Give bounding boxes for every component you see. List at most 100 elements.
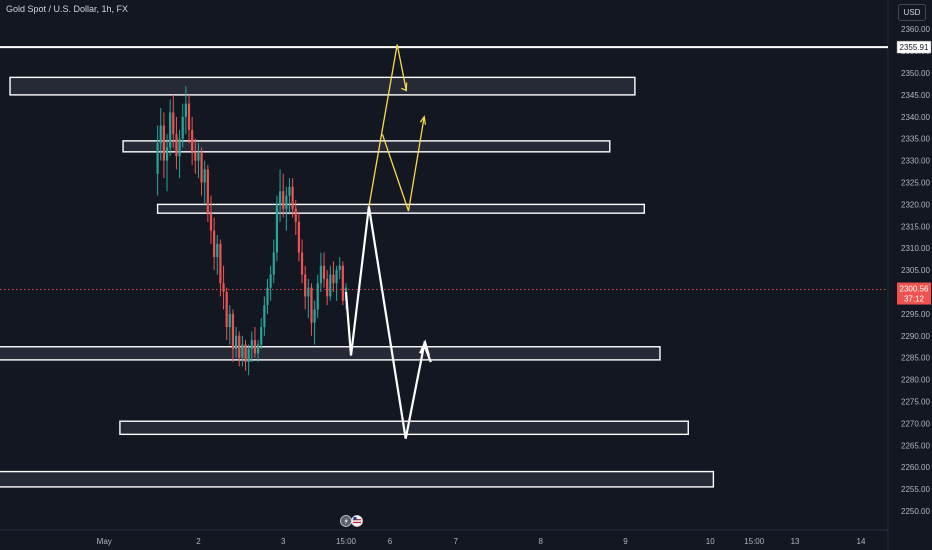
x-tick-label: May — [97, 537, 112, 546]
candle-body — [319, 265, 322, 284]
candle-body — [169, 112, 172, 148]
zone-rectangle — [0, 470, 715, 488]
candle-body — [178, 138, 181, 157]
candle-body — [300, 252, 304, 275]
y-tick-label: 2255.00 — [901, 485, 930, 494]
candle-body — [266, 287, 269, 306]
candle-body — [326, 278, 329, 297]
candle-body — [219, 243, 222, 284]
candle-body — [235, 335, 238, 349]
candle-body — [288, 186, 291, 196]
projection-path-yellow-b — [381, 116, 425, 212]
candle-body — [156, 143, 159, 174]
candle-body — [316, 283, 319, 310]
us-flag-icon — [351, 515, 363, 527]
y-tick-label: 2270.00 — [901, 419, 930, 428]
candle-body — [322, 265, 326, 279]
y-tick-label: 2285.00 — [901, 354, 930, 363]
candle-body — [294, 208, 297, 222]
candle-body — [209, 213, 213, 231]
current-price-label: 2300.56 — [900, 285, 929, 294]
us-flag-stripe — [353, 521, 361, 524]
y-tick-label: 2250.00 — [901, 507, 930, 516]
currency-button[interactable]: USD — [898, 4, 926, 21]
candle-body — [338, 265, 341, 271]
symbol-title[interactable]: Gold Spot / U.S. Dollar, 1h, FX — [6, 4, 129, 14]
y-tick-label: 2275.00 — [901, 398, 930, 407]
candle-body — [184, 103, 187, 117]
x-tick-label: 15:00 — [336, 537, 357, 546]
candle-body — [250, 340, 253, 349]
candle-body — [247, 348, 250, 363]
x-tick-label: 7 — [454, 537, 459, 546]
candle-body — [329, 274, 332, 297]
y-tick-label: 2335.00 — [901, 135, 930, 144]
arrowhead-yellow-a — [401, 82, 408, 92]
candle-body — [241, 344, 244, 358]
arrowhead-white — [419, 339, 430, 356]
x-tick-label: 9 — [623, 537, 628, 546]
candle-body — [310, 287, 313, 323]
x-tick-label: 15:00 — [744, 537, 765, 546]
candle-body — [291, 186, 294, 209]
y-tick-label: 2265.00 — [901, 441, 930, 450]
y-tick-label: 2320.00 — [901, 200, 930, 209]
current-price-tag — [897, 282, 931, 305]
candle-body — [263, 305, 266, 328]
zone-rectangle — [122, 140, 611, 153]
candle-body — [282, 191, 285, 209]
us-flag-canton — [353, 517, 357, 520]
candle-body — [222, 283, 225, 292]
y-tick-label: 2350.00 — [901, 69, 930, 78]
candle-body — [165, 147, 169, 161]
candle-body — [194, 151, 197, 161]
x-tick-label: 3 — [281, 537, 286, 546]
candle-body — [253, 340, 257, 354]
zone-rectangle — [9, 76, 636, 96]
candle-body — [341, 265, 344, 301]
candle-body — [159, 125, 162, 144]
candle-body — [238, 335, 241, 358]
candle-body — [200, 151, 203, 183]
candle-body — [297, 221, 300, 253]
candle-body — [187, 103, 191, 130]
x-tick-label: 10 — [706, 537, 715, 546]
candle-body — [332, 274, 335, 284]
candle-body — [272, 252, 275, 275]
candle-body — [175, 134, 178, 157]
candle-body — [278, 191, 282, 205]
zone-rectangle — [0, 346, 661, 361]
x-tick-label: 6 — [388, 537, 393, 546]
candle-body — [191, 129, 194, 152]
candle-body — [307, 287, 310, 297]
candle-body — [313, 309, 316, 323]
y-tick-label: 2360.00 — [901, 25, 930, 34]
candle-body — [335, 270, 338, 284]
candle-body — [197, 151, 200, 161]
candle-body — [275, 204, 279, 253]
y-tick-label: 2345.00 — [901, 91, 930, 100]
candle-body — [213, 230, 216, 257]
y-tick-label: 2340.00 — [901, 113, 930, 122]
candle-body — [285, 195, 288, 209]
zone-rectangle — [156, 203, 646, 214]
candle-body — [225, 292, 228, 328]
y-tick-label: 2330.00 — [901, 157, 930, 166]
y-tick-label: 2260.00 — [901, 463, 930, 472]
candle-body — [260, 327, 263, 345]
y-tick-label: 2290.00 — [901, 332, 930, 341]
candle-body — [231, 313, 235, 349]
candle-body — [172, 112, 175, 135]
candle-body — [216, 243, 219, 257]
y-tick-label: 2305.00 — [901, 266, 930, 275]
x-tick-label: 8 — [538, 537, 543, 546]
candle-body — [244, 344, 247, 363]
candle-body — [269, 274, 272, 288]
candle-body — [304, 274, 307, 297]
candle-body — [256, 344, 260, 354]
y-tick-label: 2310.00 — [901, 244, 930, 253]
x-tick-label: 14 — [857, 537, 866, 546]
arrowhead-yellow-b — [419, 115, 427, 125]
x-tick-label: 2 — [196, 537, 201, 546]
